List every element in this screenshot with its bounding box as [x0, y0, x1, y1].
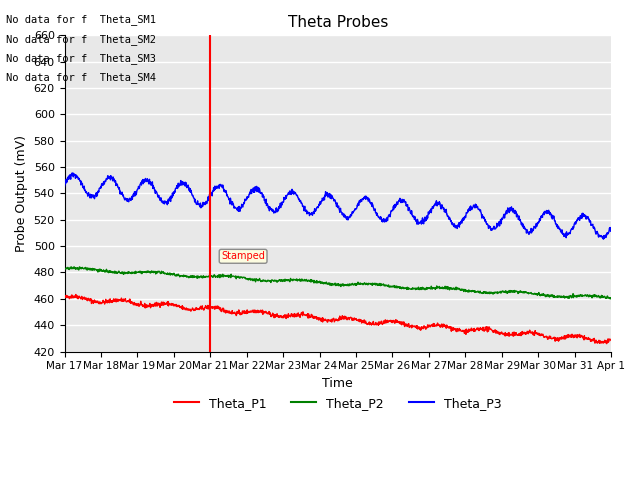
Y-axis label: Probe Output (mV): Probe Output (mV)	[15, 135, 28, 252]
Text: No data for f  Theta_SM3: No data for f Theta_SM3	[6, 53, 156, 64]
Legend: Theta_P1, Theta_P2, Theta_P3: Theta_P1, Theta_P2, Theta_P3	[169, 392, 507, 415]
Text: No data for f  Theta_SM2: No data for f Theta_SM2	[6, 34, 156, 45]
Text: No data for f  Theta_SM1: No data for f Theta_SM1	[6, 14, 156, 25]
Text: Stamped: Stamped	[221, 252, 265, 261]
X-axis label: Time: Time	[323, 377, 353, 390]
Title: Theta Probes: Theta Probes	[287, 15, 388, 30]
Text: No data for f  Theta_SM4: No data for f Theta_SM4	[6, 72, 156, 83]
